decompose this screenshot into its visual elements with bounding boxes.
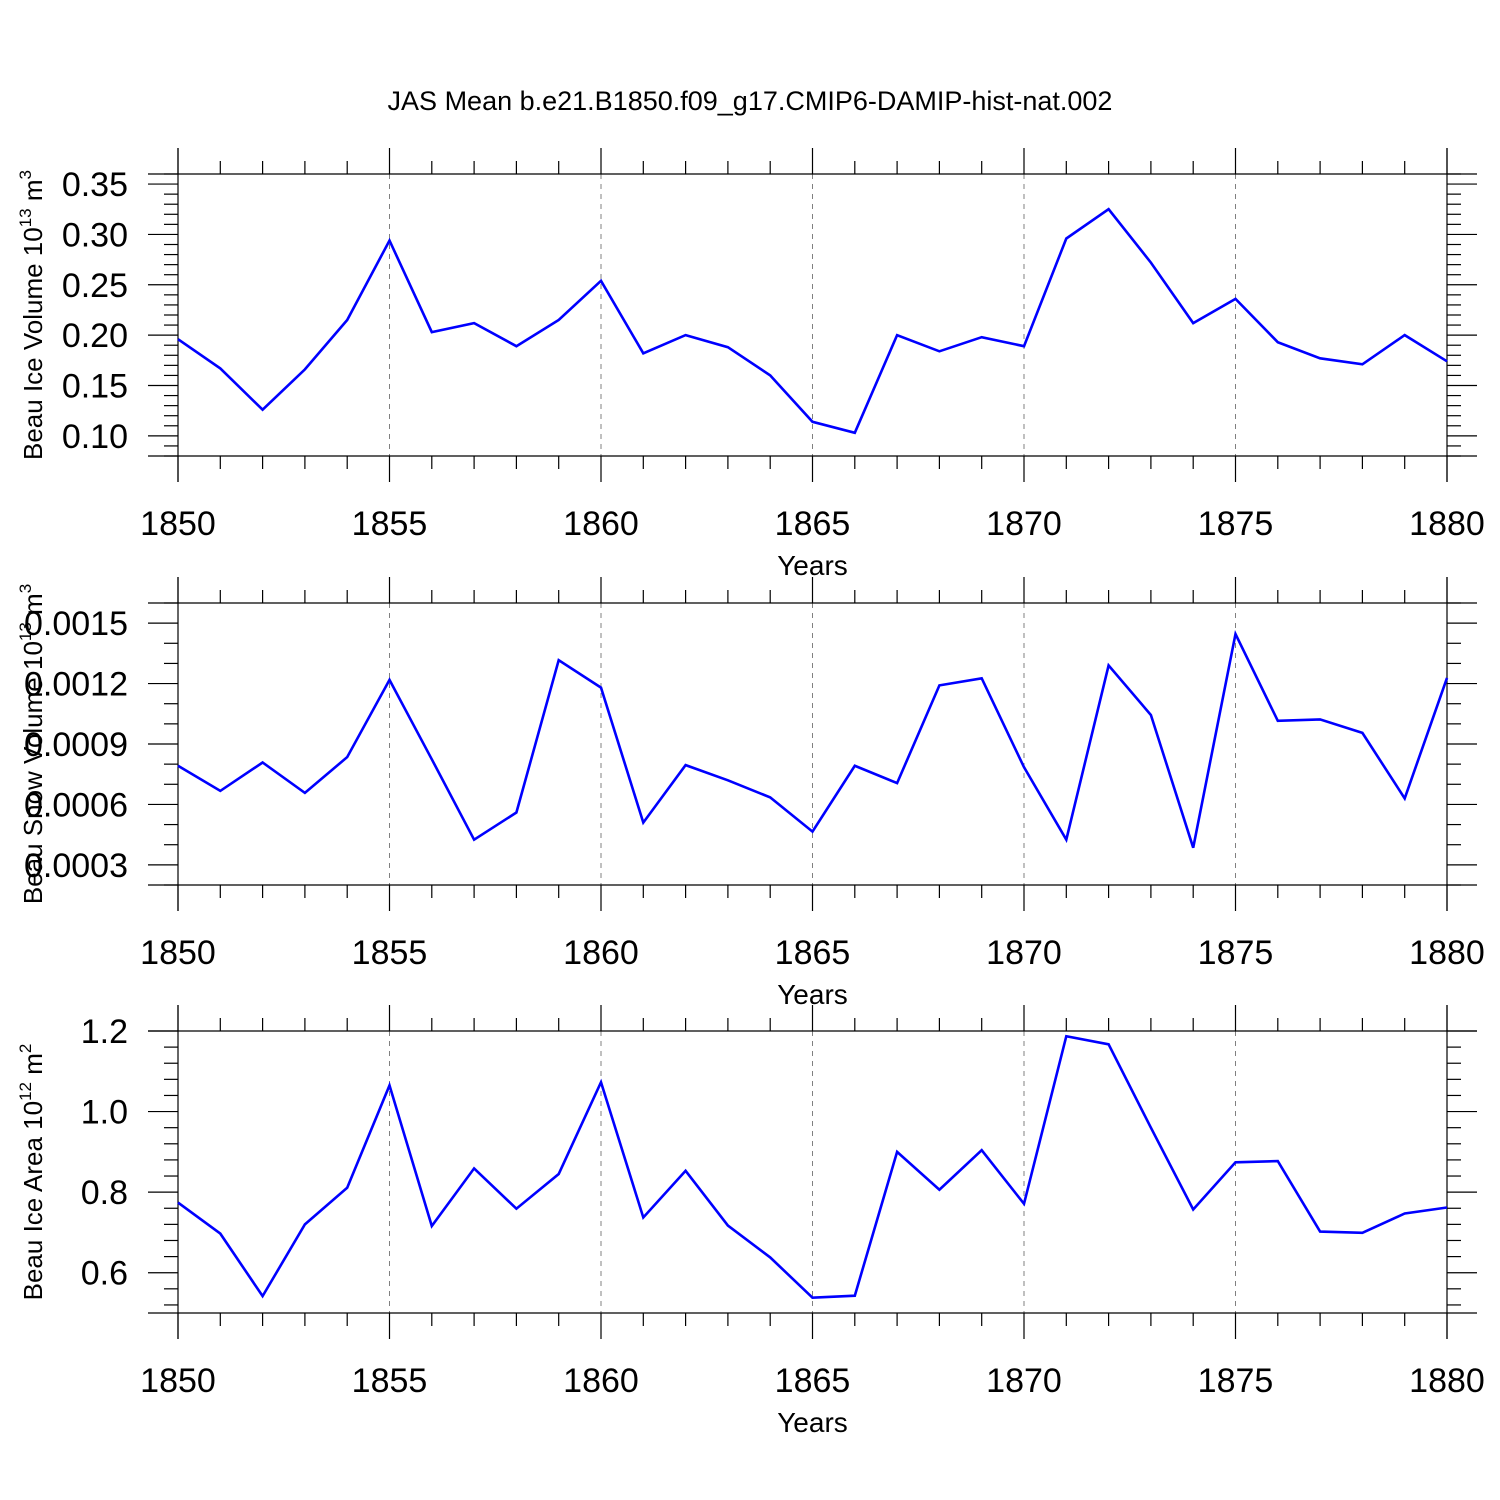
y-axis-label-exponent: 12: [16, 1082, 35, 1101]
y-axis-label: Beau Ice Area 1012 m2: [16, 1044, 48, 1301]
panel-2: 0.0003 0.0006 0.0009 0.0012 0.0015 1850 1855 18…: [16, 577, 1485, 1010]
x-tick-label: 1865: [775, 934, 851, 972]
y-axis-label-exponent: 13: [16, 208, 35, 227]
panel-3: 0.6 0.8 1.0 1.2 1850 1855 1860 1865 1870 1875 1880…: [16, 1005, 1485, 1438]
y-axis-label-exponent: 13: [16, 622, 35, 641]
x-tick-label: 1850: [140, 1362, 216, 1400]
x-tick-label: 1870: [986, 934, 1062, 972]
y-tick-label: 0.10: [62, 418, 128, 456]
y-tick-label: 0.35: [62, 166, 128, 204]
y-tick-label: 0.0012: [24, 666, 128, 704]
x-tick-label: 1855: [352, 934, 428, 972]
y-tick-label: 0.0015: [24, 605, 128, 643]
x-tick-label: 1875: [1198, 1362, 1274, 1400]
x-tick-label: 1870: [986, 505, 1062, 543]
x-tick-label: 1870: [986, 1362, 1062, 1400]
data-line-series: [177, 629, 1449, 849]
x-tick-label: 1850: [140, 934, 216, 972]
x-tick-label: 1850: [140, 505, 216, 543]
x-tick-label: 1880: [1409, 934, 1485, 972]
y-axis-label-unit: m: [18, 593, 48, 622]
x-axis-label: Years: [777, 550, 848, 581]
y-axis-label-text: Beau Ice Area 10: [18, 1101, 48, 1300]
y-axis-label-unit-exponent: 3: [16, 584, 35, 593]
y-tick-label: 1.0: [81, 1094, 128, 1132]
x-axis-label: Years: [777, 979, 848, 1010]
y-axis-label-unit-exponent: 3: [16, 170, 35, 179]
data-line-series: [177, 1034, 1448, 1300]
y-tick-label: 0.0003: [24, 847, 128, 885]
panels: 0.10 0.15 0.20 0.25 0.30 0.35 1850 1855 1860 1865…: [16, 148, 1485, 1438]
y-tick-label: 0.30: [62, 216, 128, 254]
y-axis-label-text: Beau Ice Volume 10: [18, 227, 48, 460]
y-axis-label-text: Beau Snow Volume 10: [18, 641, 48, 904]
y-tick-label: 0.8: [81, 1174, 128, 1212]
panel-1: 0.10 0.15 0.20 0.25 0.30 0.35 1850 1855 1860 1865…: [16, 148, 1485, 581]
y-tick-label: 0.20: [62, 317, 128, 355]
y-tick-label: 1.2: [81, 1013, 128, 1051]
x-tick-label: 1875: [1198, 934, 1274, 972]
x-tick-label: 1855: [352, 505, 428, 543]
x-tick-label: 1865: [775, 505, 851, 543]
x-tick-label: 1860: [563, 1362, 639, 1400]
x-tick-label: 1880: [1409, 1362, 1485, 1400]
y-tick-label: 0.0006: [24, 786, 128, 824]
y-axis-label-unit: m: [18, 179, 48, 208]
y-tick-label: 0.15: [62, 368, 128, 406]
x-axis-label: Years: [777, 1407, 848, 1438]
y-axis-label-unit-exponent: 2: [16, 1044, 35, 1053]
y-tick-label: 0.25: [62, 267, 128, 305]
chart-title: JAS Mean b.e21.B1850.f09_g17.CMIP6-DAMIP…: [388, 86, 1113, 116]
x-tick-label: 1880: [1409, 505, 1485, 543]
y-axis-label: Beau Ice Volume 1013 m3: [16, 170, 48, 460]
x-tick-label: 1860: [563, 934, 639, 972]
y-tick-label: 0.0009: [24, 726, 128, 764]
data-line-series: [177, 207, 1448, 435]
x-tick-label: 1855: [352, 1362, 428, 1400]
y-axis-label-unit: m: [18, 1053, 48, 1082]
x-tick-label: 1860: [563, 505, 639, 543]
y-tick-label: 0.6: [81, 1255, 128, 1293]
x-tick-label: 1865: [775, 1362, 851, 1400]
x-tick-label: 1875: [1198, 505, 1274, 543]
y-axis-label: Beau Snow Volume 1013 m3: [16, 584, 48, 904]
